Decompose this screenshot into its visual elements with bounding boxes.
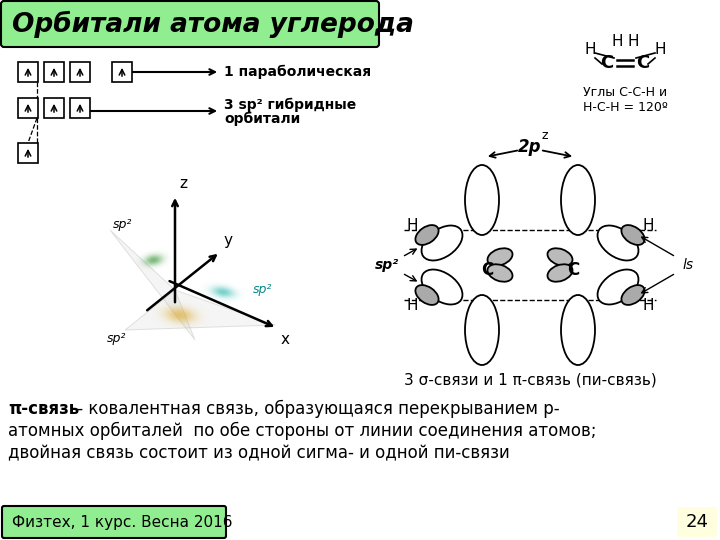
Ellipse shape bbox=[561, 295, 595, 365]
Ellipse shape bbox=[621, 285, 644, 305]
Text: z: z bbox=[179, 176, 187, 191]
Text: 3 sp² гибридные: 3 sp² гибридные bbox=[224, 98, 356, 112]
Text: C: C bbox=[567, 261, 579, 279]
Ellipse shape bbox=[421, 269, 462, 305]
Ellipse shape bbox=[421, 226, 462, 260]
Text: ls: ls bbox=[683, 258, 694, 272]
Bar bbox=[44, 62, 64, 82]
Text: H: H bbox=[654, 43, 666, 57]
Text: 3 σ-связи и 1 π-связь (пи-связь): 3 σ-связи и 1 π-связь (пи-связь) bbox=[404, 373, 657, 388]
Text: 1 параболическая: 1 параболическая bbox=[224, 65, 371, 79]
Ellipse shape bbox=[487, 248, 513, 266]
Text: π-связь: π-связь bbox=[8, 400, 79, 418]
Text: двойная связь состоит из одной сигма- и одной пи-связи: двойная связь состоит из одной сигма- и … bbox=[8, 444, 510, 462]
Text: H: H bbox=[642, 298, 654, 313]
Text: H: H bbox=[642, 218, 654, 233]
Text: z: z bbox=[542, 129, 549, 142]
Text: sp²: sp² bbox=[253, 283, 272, 296]
Polygon shape bbox=[110, 230, 195, 340]
Ellipse shape bbox=[621, 225, 644, 245]
Text: sp²: sp² bbox=[375, 258, 399, 272]
Text: H: H bbox=[584, 43, 595, 57]
Text: Физтех, 1 курс. Весна 2016: Физтех, 1 курс. Весна 2016 bbox=[12, 515, 233, 530]
Ellipse shape bbox=[561, 165, 595, 235]
Text: H: H bbox=[406, 298, 418, 313]
Text: H: H bbox=[627, 35, 639, 50]
Text: sp²: sp² bbox=[113, 218, 132, 231]
Ellipse shape bbox=[547, 264, 572, 282]
Text: H: H bbox=[611, 35, 623, 50]
Text: x: x bbox=[281, 332, 290, 347]
Ellipse shape bbox=[465, 295, 499, 365]
Text: орбитали: орбитали bbox=[224, 112, 300, 126]
Text: - ковалентная связь, образующаяся перекрыванием р-: - ковалентная связь, образующаяся перекр… bbox=[72, 400, 559, 418]
Ellipse shape bbox=[465, 165, 499, 235]
Text: C: C bbox=[600, 54, 613, 72]
Ellipse shape bbox=[547, 248, 572, 266]
Text: 24: 24 bbox=[685, 513, 708, 531]
Text: Углы C-C-H и
H-C-H = 120º: Углы C-C-H и H-C-H = 120º bbox=[582, 86, 667, 114]
FancyBboxPatch shape bbox=[1, 1, 379, 47]
Bar bbox=[70, 98, 90, 118]
FancyBboxPatch shape bbox=[2, 506, 226, 538]
Ellipse shape bbox=[598, 226, 639, 260]
Ellipse shape bbox=[598, 269, 639, 305]
Text: C: C bbox=[636, 54, 649, 72]
Bar bbox=[44, 98, 64, 118]
Bar bbox=[18, 62, 38, 82]
Ellipse shape bbox=[415, 225, 438, 245]
Bar bbox=[70, 62, 90, 82]
Text: H: H bbox=[406, 218, 418, 233]
Ellipse shape bbox=[415, 285, 438, 305]
Text: атомных орбиталей  по обе стороны от линии соединения атомов;: атомных орбиталей по обе стороны от лини… bbox=[8, 422, 596, 440]
Polygon shape bbox=[125, 290, 275, 330]
Text: Орбитали атома углерода: Орбитали атома углерода bbox=[12, 10, 414, 38]
Text: y: y bbox=[223, 233, 232, 248]
Ellipse shape bbox=[487, 264, 513, 282]
FancyBboxPatch shape bbox=[677, 507, 717, 537]
Text: sp²: sp² bbox=[107, 332, 127, 345]
Text: C: C bbox=[481, 261, 493, 279]
Bar bbox=[18, 143, 38, 163]
Text: 2p: 2p bbox=[518, 138, 541, 156]
Bar bbox=[18, 98, 38, 118]
Bar bbox=[112, 62, 132, 82]
